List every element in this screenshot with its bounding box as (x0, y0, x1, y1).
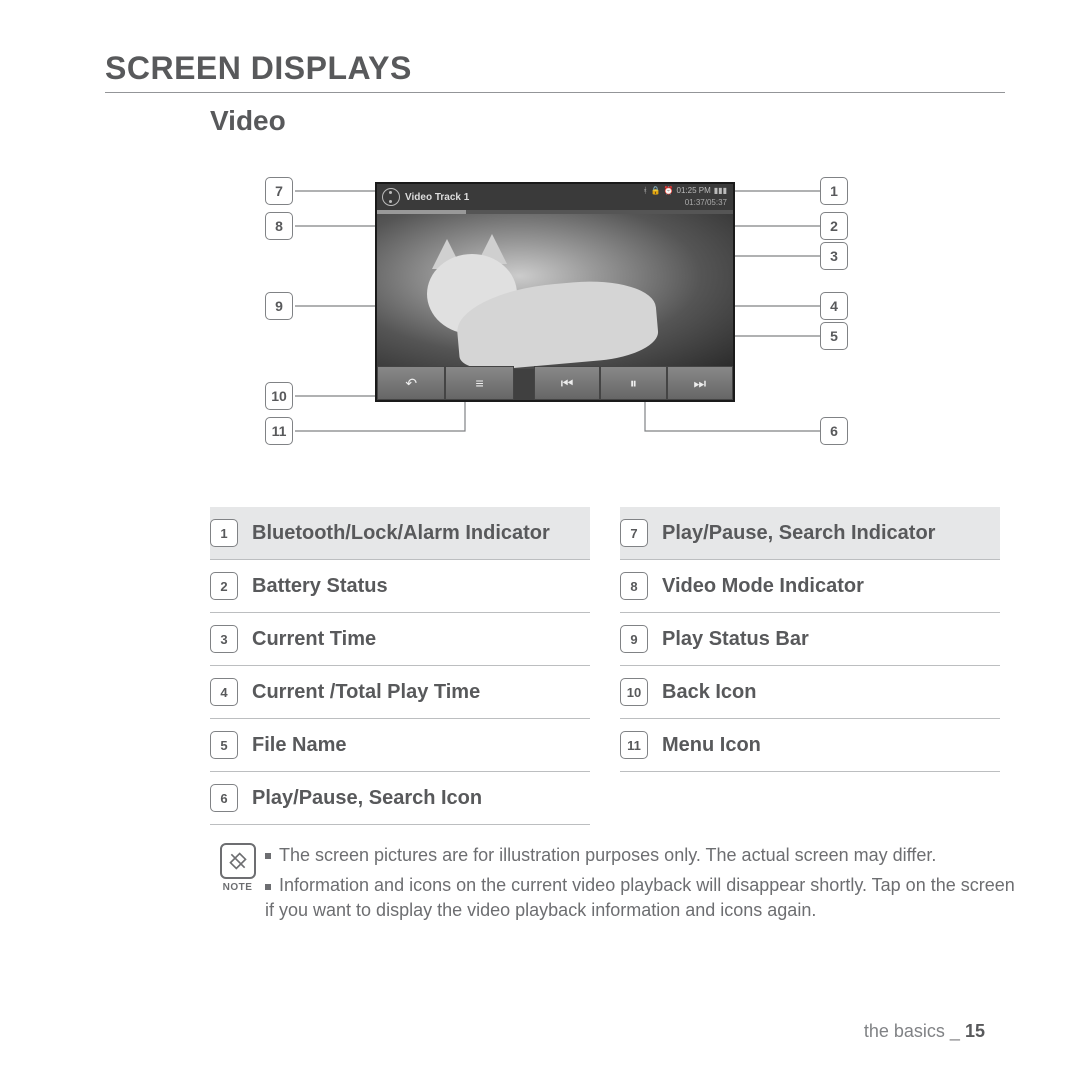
callout-8: 8 (265, 212, 293, 240)
callout-6: 6 (820, 417, 848, 445)
legend-label-2: Battery Status (252, 574, 388, 598)
screen-statusbar: Video Track 1 ᚼ 🔒 ⏰ 01:25 PM ▮▮▮ 01:37/0… (377, 184, 733, 210)
legend-label-8: Video Mode Indicator (662, 574, 864, 598)
track-name: Video Track 1 (405, 192, 469, 203)
lock-icon: 🔒 (651, 186, 661, 195)
legend-label-9: Play Status Bar (662, 627, 809, 651)
callout-5: 5 (820, 322, 848, 350)
legend-label-11: Menu Icon (662, 733, 761, 757)
note-line: Information and icons on the current vid… (265, 873, 1020, 922)
legend-row-3: 3 Current Time (210, 613, 590, 666)
callout-2: 2 (820, 212, 848, 240)
video-frame (377, 214, 733, 369)
callout-1: 1 (820, 177, 848, 205)
prev-icon: ⏮ (534, 366, 600, 400)
legend-label-7: Play/Pause, Search Indicator (662, 521, 935, 545)
legend-table: 1 Bluetooth/Lock/Alarm Indicator 2 Battery … (210, 507, 1000, 825)
legend-num-4: 4 (210, 678, 238, 706)
alarm-icon: ⏰ (664, 186, 674, 195)
video-mode-icon (382, 188, 400, 206)
callout-11: 11 (265, 417, 293, 445)
legend-row-5: 5 File Name (210, 719, 590, 772)
legend-row-9: 9 Play Status Bar (620, 613, 1000, 666)
legend-label-4: Current /Total Play Time (252, 680, 480, 704)
callout-4: 4 (820, 292, 848, 320)
section-subtitle: Video (210, 105, 1005, 137)
legend-num-9: 9 (620, 625, 648, 653)
play-time-text: 01:37/05:37 (685, 198, 727, 207)
note-label: NOTE (210, 882, 265, 893)
legend-num-3: 3 (210, 625, 238, 653)
legend-label-1: Bluetooth/Lock/Alarm Indicator (252, 521, 550, 545)
legend-num-8: 8 (620, 572, 648, 600)
footer-section: the basics _ (864, 1021, 960, 1041)
legend-num-6: 6 (210, 784, 238, 812)
legend-row-10: 10 Back Icon (620, 666, 1000, 719)
note-icon (220, 843, 256, 879)
legend-col-right: 7 Play/Pause, Search Indicator 8 Video Mode… (620, 507, 1000, 825)
device-screen: Video Track 1 ᚼ 🔒 ⏰ 01:25 PM ▮▮▮ 01:37/0… (375, 182, 735, 402)
legend-row-7: 7 Play/Pause, Search Indicator (620, 507, 1000, 560)
legend-col-left: 1 Bluetooth/Lock/Alarm Indicator 2 Battery … (210, 507, 590, 825)
clock-text: 01:25 PM (677, 186, 711, 195)
legend-row-11: 11 Menu Icon (620, 719, 1000, 772)
note-text: The screen pictures are for illustration… (265, 843, 1020, 928)
menu-icon: ≡ (445, 366, 513, 400)
notes-block: NOTE The screen pictures are for illustr… (210, 843, 1020, 928)
bluetooth-icon: ᚼ (643, 186, 648, 195)
legend-num-7: 7 (620, 519, 648, 547)
pause-icon: ⏸ (600, 366, 666, 400)
legend-row-1: 1 Bluetooth/Lock/Alarm Indicator (210, 507, 590, 560)
footer-page-number: 15 (965, 1021, 985, 1041)
callout-10: 10 (265, 382, 293, 410)
battery-icon: ▮▮▮ (714, 186, 727, 195)
legend-num-1: 1 (210, 519, 238, 547)
playback-controls: ↶ ≡ ⏮ ⏸ ⏭ (377, 366, 733, 400)
note-line: The screen pictures are for illustration… (265, 843, 1020, 867)
callout-3: 3 (820, 242, 848, 270)
page-title: SCREEN DISPLAYS (105, 50, 1005, 93)
legend-num-5: 5 (210, 731, 238, 759)
legend-num-10: 10 (620, 678, 648, 706)
legend-label-10: Back Icon (662, 680, 756, 704)
page-footer: the basics _ 15 (864, 1021, 985, 1042)
legend-num-2: 2 (210, 572, 238, 600)
legend-num-11: 11 (620, 731, 648, 759)
legend-row-2: 2 Battery Status (210, 560, 590, 613)
legend-row-8: 8 Video Mode Indicator (620, 560, 1000, 613)
status-icon-cluster: ᚼ 🔒 ⏰ 01:25 PM ▮▮▮ (643, 186, 727, 195)
legend-label-6: Play/Pause, Search Icon (252, 786, 482, 810)
legend-row-4: 4 Current /Total Play Time (210, 666, 590, 719)
callout-7: 7 (265, 177, 293, 205)
legend-label-3: Current Time (252, 627, 376, 651)
legend-row-6: 6 Play/Pause, Search Icon (210, 772, 590, 825)
back-icon: ↶ (377, 366, 445, 400)
next-icon: ⏭ (667, 366, 733, 400)
annotated-diagram: Video Track 1 ᚼ 🔒 ⏰ 01:25 PM ▮▮▮ 01:37/0… (165, 152, 945, 482)
legend-label-5: File Name (252, 733, 346, 757)
callout-9: 9 (265, 292, 293, 320)
